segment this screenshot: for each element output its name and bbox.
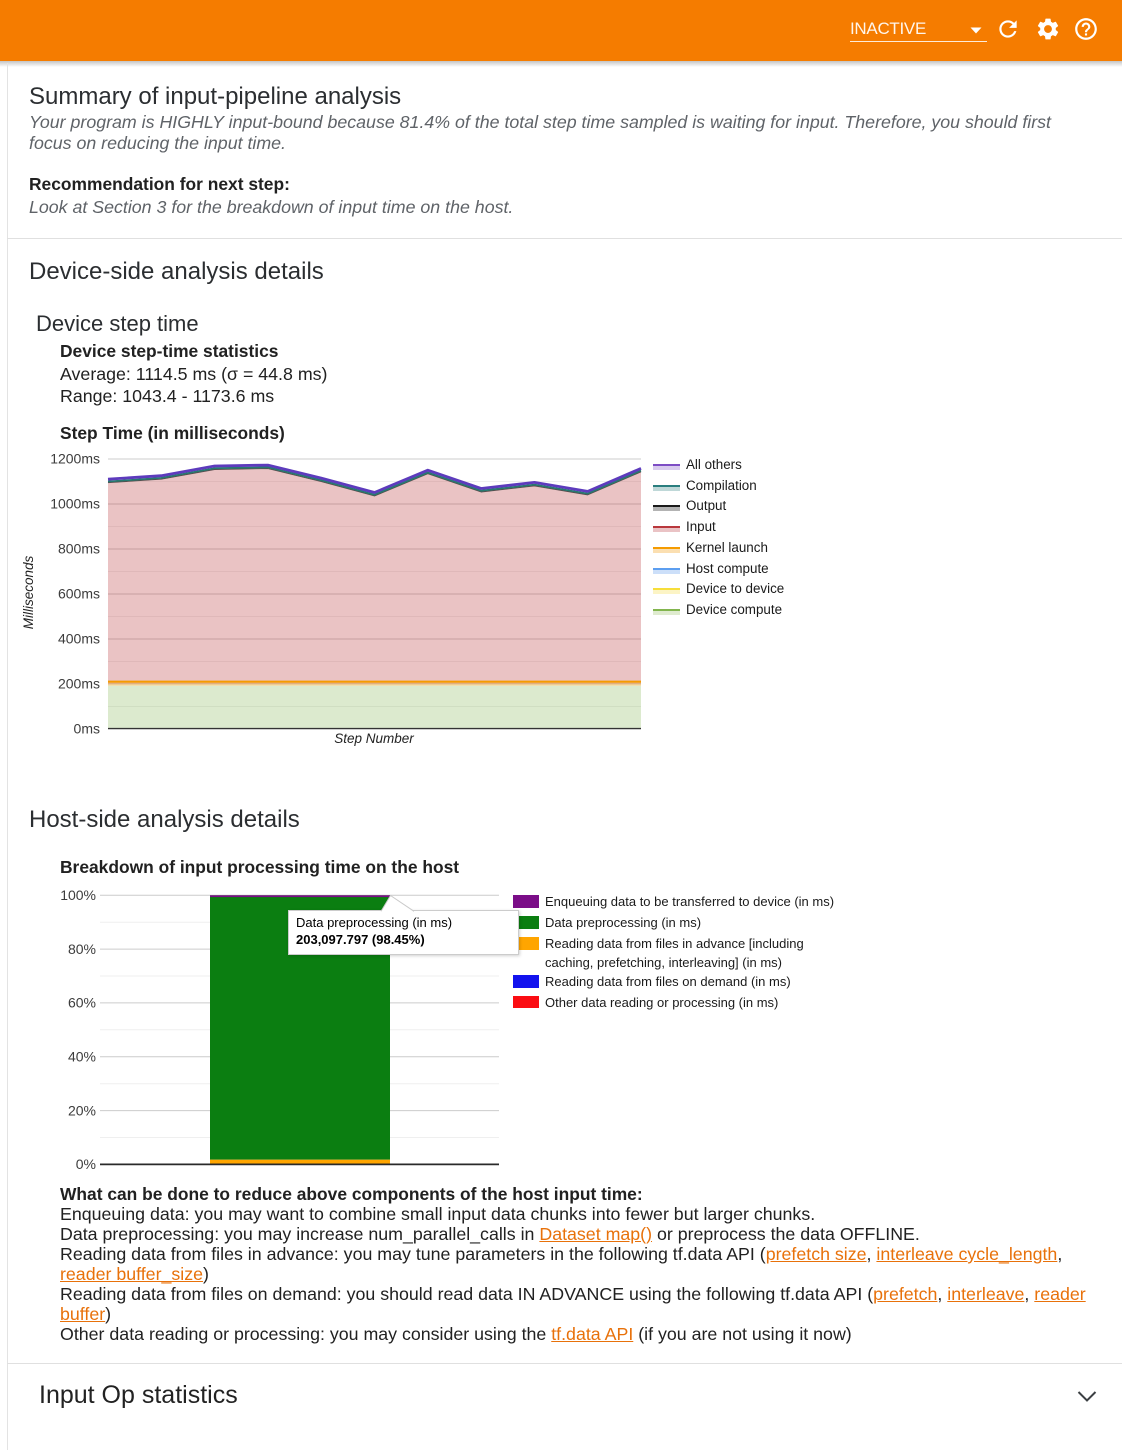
svg-text:Milliseconds: Milliseconds (21, 555, 36, 629)
svg-text:60%: 60% (68, 995, 96, 1011)
svg-text:200ms: 200ms (58, 676, 100, 692)
svg-text:1000ms: 1000ms (50, 496, 100, 512)
svg-text:Step Number: Step Number (334, 731, 414, 746)
svg-text:600ms: 600ms (58, 586, 100, 602)
svg-text:800ms: 800ms (58, 541, 100, 557)
svg-text:400ms: 400ms (58, 631, 100, 647)
svg-text:0ms: 0ms (74, 721, 100, 737)
svg-text:1200ms: 1200ms (50, 451, 100, 467)
svg-text:100%: 100% (60, 887, 96, 903)
svg-text:0%: 0% (76, 1156, 96, 1172)
svg-text:40%: 40% (68, 1049, 96, 1065)
svg-text:80%: 80% (68, 941, 96, 957)
svg-text:20%: 20% (68, 1102, 96, 1118)
